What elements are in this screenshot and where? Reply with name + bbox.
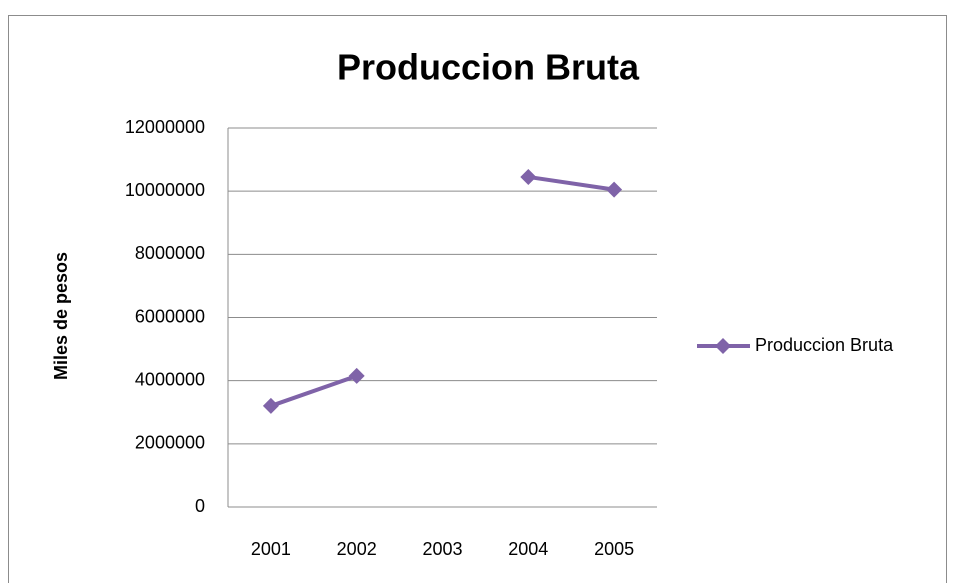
- y-axis-label: Miles de pesos: [51, 252, 71, 380]
- x-tick-label: 2002: [337, 539, 377, 559]
- y-tick-label: 4000000: [135, 369, 205, 389]
- y-tick-label: 8000000: [135, 243, 205, 263]
- x-tick-label: 2004: [508, 539, 548, 559]
- point-marker: [520, 168, 537, 185]
- legend-label: Produccion Bruta: [755, 335, 894, 355]
- y-tick-label: 6000000: [135, 306, 205, 326]
- chart-title: Produccion Bruta: [337, 47, 640, 88]
- y-tick-label: 0: [195, 496, 205, 516]
- y-tick-label: 2000000: [135, 433, 205, 453]
- chart-frame: [8, 15, 947, 583]
- series-line: [270, 174, 615, 408]
- legend-marker: [715, 338, 731, 354]
- y-tick-label: 10000000: [125, 180, 205, 200]
- point-marker: [262, 397, 279, 414]
- x-tick-label: 2005: [594, 539, 634, 559]
- y-tick-label: 12000000: [125, 117, 205, 137]
- x-tick-label: 2001: [251, 539, 291, 559]
- x-tick-label: 2003: [422, 539, 462, 559]
- point-marker: [606, 181, 623, 198]
- point-marker: [348, 367, 365, 384]
